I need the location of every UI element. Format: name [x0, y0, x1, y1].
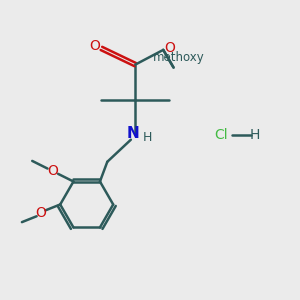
- Text: N: N: [127, 126, 139, 141]
- Text: O: O: [36, 206, 46, 220]
- Text: O: O: [47, 164, 58, 178]
- Text: H: H: [143, 131, 152, 144]
- Text: O: O: [89, 39, 100, 53]
- Text: O: O: [164, 41, 175, 56]
- Text: H: H: [249, 128, 260, 142]
- Text: methoxy: methoxy: [153, 51, 205, 64]
- Text: Cl: Cl: [214, 128, 227, 142]
